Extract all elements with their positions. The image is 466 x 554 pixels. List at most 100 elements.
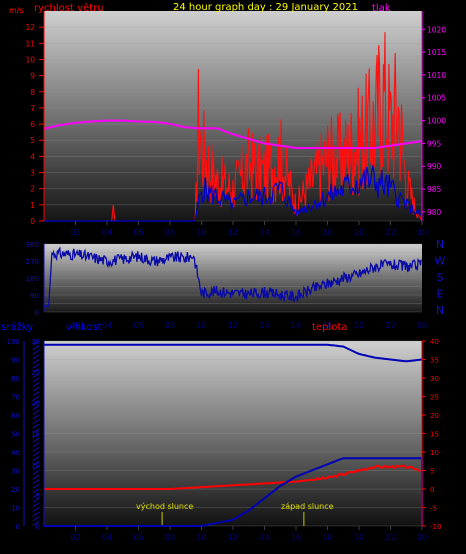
humidity-tick-label: 10 <box>31 461 40 469</box>
temperature-tick-label: 0 <box>430 486 434 494</box>
rain-scale-hatch <box>32 474 40 480</box>
bottom-x-tick-label: 14 <box>259 533 269 542</box>
pressure-axis-title: tlak <box>372 3 391 14</box>
rain-scale-hatch <box>32 465 40 471</box>
direction-x-tick-label: 10 <box>196 321 206 330</box>
bottom-x-tick-label: 02 <box>70 533 80 542</box>
bottom-x-tick-label: 22 <box>385 533 395 542</box>
wind-pressure-chart: 0123456789101112980985990995100010051010… <box>9 2 446 237</box>
humidity-tick-label: 25 <box>31 369 40 377</box>
rain-scale-hatch <box>32 483 40 489</box>
bottom-x-tick-label: 18 <box>322 533 332 542</box>
rain-cumulative-line <box>44 457 423 527</box>
temperature-tick-label: 30 <box>430 375 439 383</box>
bottom-x-tick-label: 06 <box>133 533 143 542</box>
wind-tick-label: 10 <box>25 55 35 64</box>
rain-scale-hatch <box>32 433 40 438</box>
bottom-x-tick-label: 00 <box>417 533 427 542</box>
chart-title: 24 hour graph day : 29 January 2021 <box>173 2 358 13</box>
wind-tick-label: 9 <box>30 72 35 81</box>
wind-x-tick-label: 00 <box>417 228 427 237</box>
rain-scale-hatch <box>32 377 40 383</box>
compass-label: E <box>437 288 444 301</box>
rain-scale-hatch <box>32 502 40 508</box>
wind-x-tick-label: 04 <box>102 228 112 237</box>
wind-unit-label: m/s <box>9 6 24 15</box>
direction-tick-label: 90 <box>30 292 39 300</box>
rain-scale-hatch <box>32 386 40 392</box>
rain-tick-label: 40 <box>11 449 20 457</box>
rain-scale-hatch <box>32 479 40 485</box>
temperature-tick-label: -5 <box>430 505 437 513</box>
direction-series <box>44 246 422 307</box>
rain-scale-hatch <box>32 363 40 369</box>
rain-scale-hatch <box>32 488 40 494</box>
rain-scale-hatch <box>32 354 40 360</box>
rain-tick-label: 20 <box>11 486 20 494</box>
direction-x-tick-label: 02 <box>70 321 80 330</box>
direction-x-tick-label: 18 <box>322 321 332 330</box>
wind-tick-label: 3 <box>30 169 35 178</box>
direction-tick-label: 360 <box>26 241 39 249</box>
temperature-axis-title: teplota <box>312 322 347 333</box>
temperature-tick-label: -10 <box>430 523 441 531</box>
sunrise-label: východ slunce <box>136 502 193 511</box>
rain-scale-hatch <box>32 442 40 448</box>
bottom-x-tick-label: 08 <box>165 533 175 542</box>
direction-x-tick-label: 04 <box>102 321 112 330</box>
rain-tick-label: 30 <box>11 468 20 476</box>
temperature-tick-label: 35 <box>430 357 439 365</box>
bottom-x-tick-label: 04 <box>102 533 112 542</box>
rain-scale-hatch <box>32 382 40 388</box>
pressure-tick-label: 1010 <box>427 71 446 80</box>
pressure-tick-label: 995 <box>427 139 442 148</box>
rain-scale-hatch <box>32 391 40 397</box>
wind-direction-line <box>44 246 422 307</box>
rain-scale-hatch <box>32 400 40 406</box>
direction-x-tick-label: 14 <box>259 321 269 330</box>
rain-scale-hatch <box>32 428 40 434</box>
direction-x-tick-label: 22 <box>385 321 395 330</box>
pressure-line <box>43 119 423 149</box>
bottom-x-tick-label: 16 <box>291 533 301 542</box>
rain-scale-hatch <box>32 497 40 503</box>
rain-scale-hatch <box>32 470 40 475</box>
rain-tick-label: 0 <box>16 523 20 531</box>
rain-scale-hatch <box>32 372 40 378</box>
rain-scale-hatch <box>32 409 40 415</box>
temperature-tick-label: 40 <box>430 338 439 346</box>
humidity-tick-label: 5 <box>36 492 40 500</box>
rain-scale-hatch <box>32 493 40 499</box>
pressure-tick-label: 1005 <box>427 94 446 103</box>
wind-x-tick-label: 16 <box>291 228 301 237</box>
rain-tick-label: 60 <box>11 412 20 420</box>
wind-tick-label: 5 <box>30 136 35 145</box>
wind-x-tick-label: 08 <box>165 228 175 237</box>
wind-tick-label: 6 <box>30 120 35 129</box>
bottom-grid <box>44 340 422 527</box>
rain-scale-hatch <box>32 516 40 522</box>
bottom-x-tick-label: 12 <box>228 533 238 542</box>
rain-scale-hatch <box>32 340 40 346</box>
wind-x-tick-label: 18 <box>322 228 332 237</box>
rain-tick-label: 90 <box>11 357 20 365</box>
humidity-tick-label: 0 <box>36 523 40 531</box>
bottom-series <box>44 343 423 527</box>
rain-scale-hatch <box>32 345 40 351</box>
direction-x-tick-label: 12 <box>228 321 238 330</box>
direction-grid <box>44 243 422 313</box>
compass-label: N <box>436 238 444 251</box>
direction-x-tick-label: 00 <box>417 321 427 330</box>
rain-scale-hatch <box>32 359 40 364</box>
bottom-x-tick-label: 20 <box>354 533 364 542</box>
direction-x-tick-label: 08 <box>165 321 175 330</box>
pressure-tick-label: 1020 <box>427 25 446 34</box>
wind-tick-label: 1 <box>30 201 35 210</box>
pressure-tick-label: 990 <box>427 162 442 171</box>
wind-x-tick-label: 06 <box>133 228 143 237</box>
rain-tick-label: 70 <box>11 394 20 402</box>
direction-x-tick-label: 06 <box>133 321 143 330</box>
wind-x-tick-label: 22 <box>385 228 395 237</box>
